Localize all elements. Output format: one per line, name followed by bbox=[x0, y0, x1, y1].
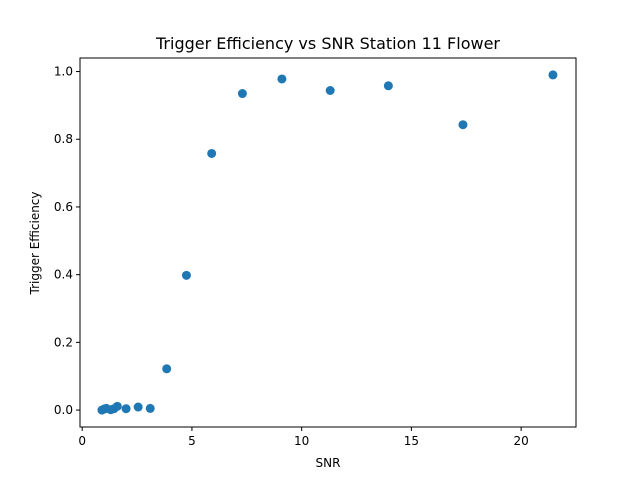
y-tick-label: 0.8 bbox=[54, 132, 73, 146]
y-axis-ticks: 0.0 0.2 0.4 0.6 0.8 1.0 bbox=[54, 65, 80, 417]
data-point bbox=[458, 120, 468, 130]
data-point bbox=[121, 404, 131, 414]
data-point bbox=[237, 89, 247, 99]
x-tick-label: 0 bbox=[78, 434, 86, 448]
y-tick-label: 0.0 bbox=[54, 403, 73, 417]
x-axis-label: SNR bbox=[316, 456, 341, 470]
chart-title: Trigger Efficiency vs SNR Station 11 Flo… bbox=[155, 34, 500, 53]
y-tick-label: 0.2 bbox=[54, 335, 73, 349]
y-tick-label: 0.6 bbox=[54, 200, 73, 214]
data-point bbox=[548, 70, 558, 80]
data-point bbox=[162, 364, 172, 374]
data-point bbox=[325, 85, 335, 95]
plot-area-frame bbox=[79, 57, 577, 428]
data-point bbox=[133, 402, 143, 412]
y-tick-label: 0.4 bbox=[54, 268, 73, 282]
y-tick-label: 1.0 bbox=[54, 65, 73, 79]
data-point bbox=[181, 270, 191, 280]
data-point bbox=[383, 81, 393, 91]
x-tick-label: 5 bbox=[188, 434, 196, 448]
data-point bbox=[277, 74, 287, 84]
data-point bbox=[207, 148, 217, 158]
x-tick-label: 15 bbox=[404, 434, 419, 448]
y-axis-label: Trigger Efficiency bbox=[28, 191, 42, 295]
x-tick-label: 20 bbox=[513, 434, 528, 448]
data-point bbox=[112, 401, 122, 411]
data-point bbox=[145, 403, 155, 413]
x-axis-ticks: 0 5 10 15 20 bbox=[78, 427, 529, 448]
data-points bbox=[97, 70, 558, 415]
x-tick-label: 10 bbox=[294, 434, 309, 448]
